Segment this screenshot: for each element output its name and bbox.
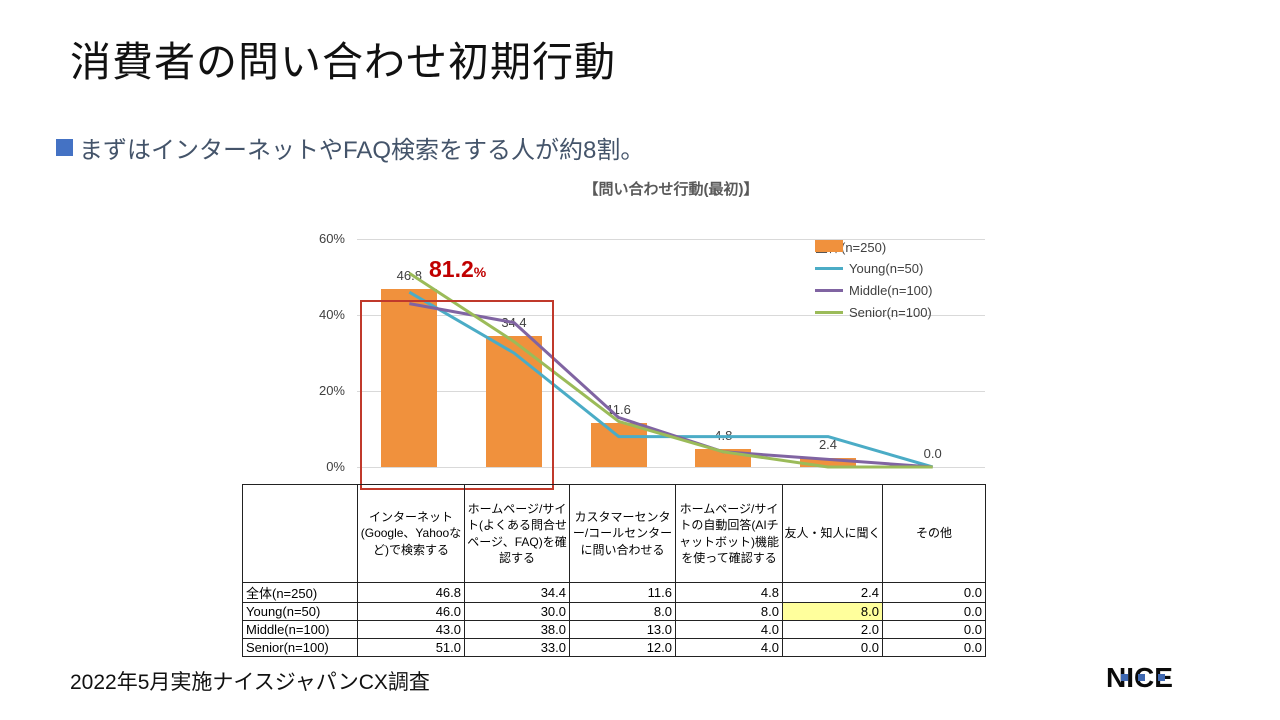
table-cell: 2.0 bbox=[782, 620, 883, 639]
table-header-cell: ホームページ/サイト(よくある問合せページ、FAQ)を確認する bbox=[464, 484, 570, 583]
logo-dot-icon bbox=[1138, 674, 1145, 681]
table-cell: 43.0 bbox=[357, 620, 465, 639]
y-axis-tick-label: 40% bbox=[318, 307, 345, 322]
bar-value-label: 0.0 bbox=[923, 446, 942, 461]
table-cell: 0.0 bbox=[882, 582, 986, 603]
table-cell: 2.4 bbox=[782, 582, 883, 603]
table-cell: 4.8 bbox=[675, 582, 783, 603]
logo-dot-icon bbox=[1121, 674, 1128, 681]
table-row: 全体(n=250) 46.8 34.4 11.6 4.8 2.4 0.0 bbox=[242, 582, 986, 603]
logo-dot-icon bbox=[1158, 674, 1165, 681]
legend-item: Middle(n=100) bbox=[815, 279, 932, 301]
table-cell: 0.0 bbox=[882, 638, 986, 657]
table-header-cell: その他 bbox=[882, 484, 986, 583]
highlight-box bbox=[360, 300, 555, 490]
table-cell: 8.0 bbox=[675, 602, 783, 621]
table-cell: 11.6 bbox=[569, 582, 676, 603]
chart-bar bbox=[695, 448, 752, 467]
table-cell: 8.0 bbox=[569, 602, 676, 621]
table-header-cell: 友人・知人に聞く bbox=[782, 484, 883, 583]
y-axis-tick-label: 0% bbox=[326, 459, 345, 474]
y-axis-tick-label: 20% bbox=[318, 383, 345, 398]
legend-label: Middle(n=100) bbox=[849, 282, 933, 298]
table-cell: 30.0 bbox=[464, 602, 570, 621]
legend-label: Young(n=50) bbox=[849, 260, 924, 276]
legend-swatch-icon bbox=[815, 240, 843, 252]
table: インターネット(Google、Yahooなど)で検索する ホームページ/サイト(よ… bbox=[242, 484, 986, 657]
table-header-cell: カスタマーセンター/コールセンターに問い合わせる bbox=[569, 484, 676, 583]
chart-bar bbox=[800, 457, 856, 467]
y-axis-tick-label: 60% bbox=[318, 231, 345, 246]
gridline bbox=[357, 239, 985, 240]
table-cell: 33.0 bbox=[464, 638, 570, 657]
bullet-square-icon bbox=[56, 139, 73, 156]
table-cell: 8.0 bbox=[782, 602, 883, 621]
footer-note: 2022年5月実施ナイスジャパンCX調査 bbox=[70, 671, 430, 694]
legend-swatch-icon bbox=[815, 310, 843, 314]
legend-label: Senior(n=100) bbox=[849, 304, 932, 320]
legend-item: 全体(n=250) bbox=[815, 235, 932, 257]
table-row: Senior(n=100) 51.0 33.0 12.0 4.0 0.0 0.0 bbox=[242, 638, 986, 657]
table-row-label: 全体(n=250) bbox=[242, 582, 358, 603]
legend-swatch-icon bbox=[815, 288, 843, 292]
annotation-unit: % bbox=[473, 264, 487, 280]
bar-value-label: 11.6 bbox=[606, 401, 631, 417]
table-cell: 12.0 bbox=[569, 638, 676, 657]
table-row-label: Middle(n=100) bbox=[242, 620, 358, 639]
table-cell: 46.8 bbox=[357, 582, 465, 603]
legend-item: Young(n=50) bbox=[815, 257, 932, 279]
data-table: インターネット(Google、Yahooなど)で検索する ホームページ/サイト(よ… bbox=[242, 484, 986, 657]
table-corner-cell bbox=[242, 484, 358, 583]
table-cell: 4.0 bbox=[675, 620, 783, 639]
table-cell: 4.0 bbox=[675, 638, 783, 657]
bar-value-label: 4.8 bbox=[714, 427, 733, 443]
legend-item: Senior(n=100) bbox=[815, 301, 932, 323]
table-cell: 46.0 bbox=[357, 602, 465, 621]
table-row: Young(n=50) 46.0 30.0 8.0 8.0 8.0 0.0 bbox=[242, 602, 986, 621]
chart-title: 【問い合わせ行動(最初)】 bbox=[583, 181, 759, 198]
table-cell: 0.0 bbox=[882, 602, 986, 621]
table-cell: 51.0 bbox=[357, 638, 465, 657]
annotation-value: 81.2 bbox=[429, 256, 474, 282]
nice-logo: NICE bbox=[1106, 662, 1173, 694]
table-row: Middle(n=100) 43.0 38.0 13.0 4.0 2.0 0.0 bbox=[242, 620, 986, 639]
table-cell: 38.0 bbox=[464, 620, 570, 639]
chart-bar bbox=[590, 422, 647, 467]
bar-value-label: 2.4 bbox=[818, 436, 838, 452]
table-header-row: インターネット(Google、Yahooなど)で検索する ホームページ/サイト(よ… bbox=[242, 484, 986, 583]
table-row-label: Young(n=50) bbox=[242, 602, 358, 621]
table-header-cell: インターネット(Google、Yahooなど)で検索する bbox=[357, 484, 465, 583]
table-header-cell: ホームページ/サイトの自動回答(AIチャットボット)機能を使って確認する bbox=[675, 484, 783, 583]
annotation-81-2: 81.2% bbox=[429, 256, 486, 283]
page-title: 消費者の問い合わせ初期行動 bbox=[70, 39, 616, 85]
table-row-label: Senior(n=100) bbox=[242, 638, 358, 657]
legend-swatch-icon bbox=[815, 266, 843, 270]
subtitle-text: まずはインターネットやFAQ検索をする人が約8割。 bbox=[79, 137, 645, 164]
subtitle: まずはインターネットやFAQ検索をする人が約8割。 bbox=[56, 130, 644, 165]
chart-legend: 全体(n=250) Young(n=50) Middle(n=100) Senior(… bbox=[815, 235, 932, 323]
table-cell: 34.4 bbox=[464, 582, 570, 603]
table-cell: 0.0 bbox=[782, 638, 883, 657]
table-cell: 0.0 bbox=[882, 620, 986, 639]
table-cell: 13.0 bbox=[569, 620, 676, 639]
